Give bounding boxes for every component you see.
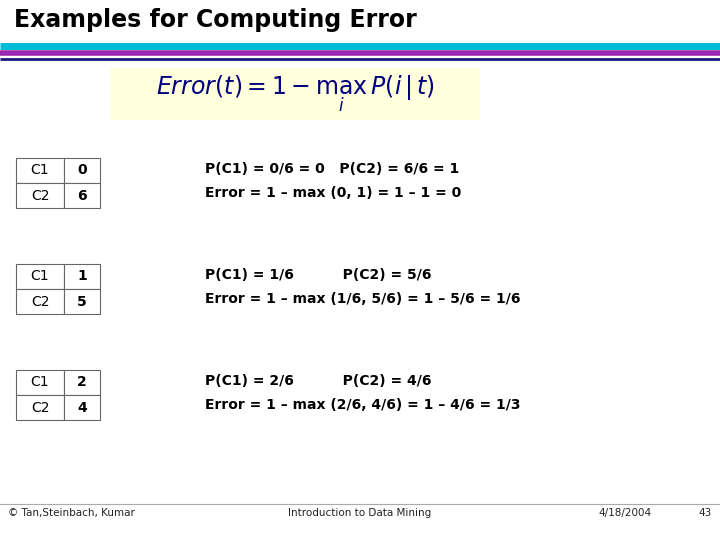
Text: C1: C1 — [31, 164, 49, 178]
Text: C2: C2 — [31, 294, 49, 308]
Text: 43: 43 — [698, 508, 712, 518]
Text: 4: 4 — [77, 401, 87, 415]
Text: Error = 1 – max (1/6, 5/6) = 1 – 5/6 = 1/6: Error = 1 – max (1/6, 5/6) = 1 – 5/6 = 1… — [205, 292, 521, 306]
Text: P(C1) = 0/6 = 0   P(C2) = 6/6 = 1: P(C1) = 0/6 = 0 P(C2) = 6/6 = 1 — [205, 162, 459, 176]
Bar — [64, 183, 100, 208]
Text: C2: C2 — [31, 401, 49, 415]
Text: 0: 0 — [77, 164, 87, 178]
Bar — [16, 158, 64, 183]
Text: C1: C1 — [31, 375, 49, 389]
Text: © Tan,Steinbach, Kumar: © Tan,Steinbach, Kumar — [8, 508, 135, 518]
Bar — [64, 158, 100, 183]
Text: 6: 6 — [77, 188, 87, 202]
Text: C2: C2 — [31, 188, 49, 202]
Bar — [16, 264, 64, 289]
Text: P(C1) = 1/6          P(C2) = 5/6: P(C1) = 1/6 P(C2) = 5/6 — [205, 268, 431, 282]
Bar — [64, 264, 100, 289]
Bar — [16, 183, 64, 208]
Text: Introduction to Data Mining: Introduction to Data Mining — [289, 508, 431, 518]
Text: C1: C1 — [31, 269, 49, 284]
Text: P(C1) = 2/6          P(C2) = 4/6: P(C1) = 2/6 P(C2) = 4/6 — [205, 374, 431, 388]
Bar — [64, 289, 100, 314]
Bar — [64, 370, 100, 395]
Bar — [16, 370, 64, 395]
Text: 4/18/2004: 4/18/2004 — [598, 508, 651, 518]
Text: Error = 1 – max (0, 1) = 1 – 1 = 0: Error = 1 – max (0, 1) = 1 – 1 = 0 — [205, 186, 462, 200]
Bar — [16, 289, 64, 314]
Text: $\mathit{Error}(t) = 1 - \underset{i}{\max}\,P(i\,|\,t)$: $\mathit{Error}(t) = 1 - \underset{i}{\m… — [156, 73, 434, 114]
Text: 2: 2 — [77, 375, 87, 389]
Text: Examples for Computing Error: Examples for Computing Error — [14, 8, 417, 32]
Text: Error = 1 – max (2/6, 4/6) = 1 – 4/6 = 1/3: Error = 1 – max (2/6, 4/6) = 1 – 4/6 = 1… — [205, 398, 521, 412]
Bar — [110, 68, 480, 120]
Bar — [16, 395, 64, 420]
Bar — [64, 395, 100, 420]
Text: 1: 1 — [77, 269, 87, 284]
Text: 5: 5 — [77, 294, 87, 308]
